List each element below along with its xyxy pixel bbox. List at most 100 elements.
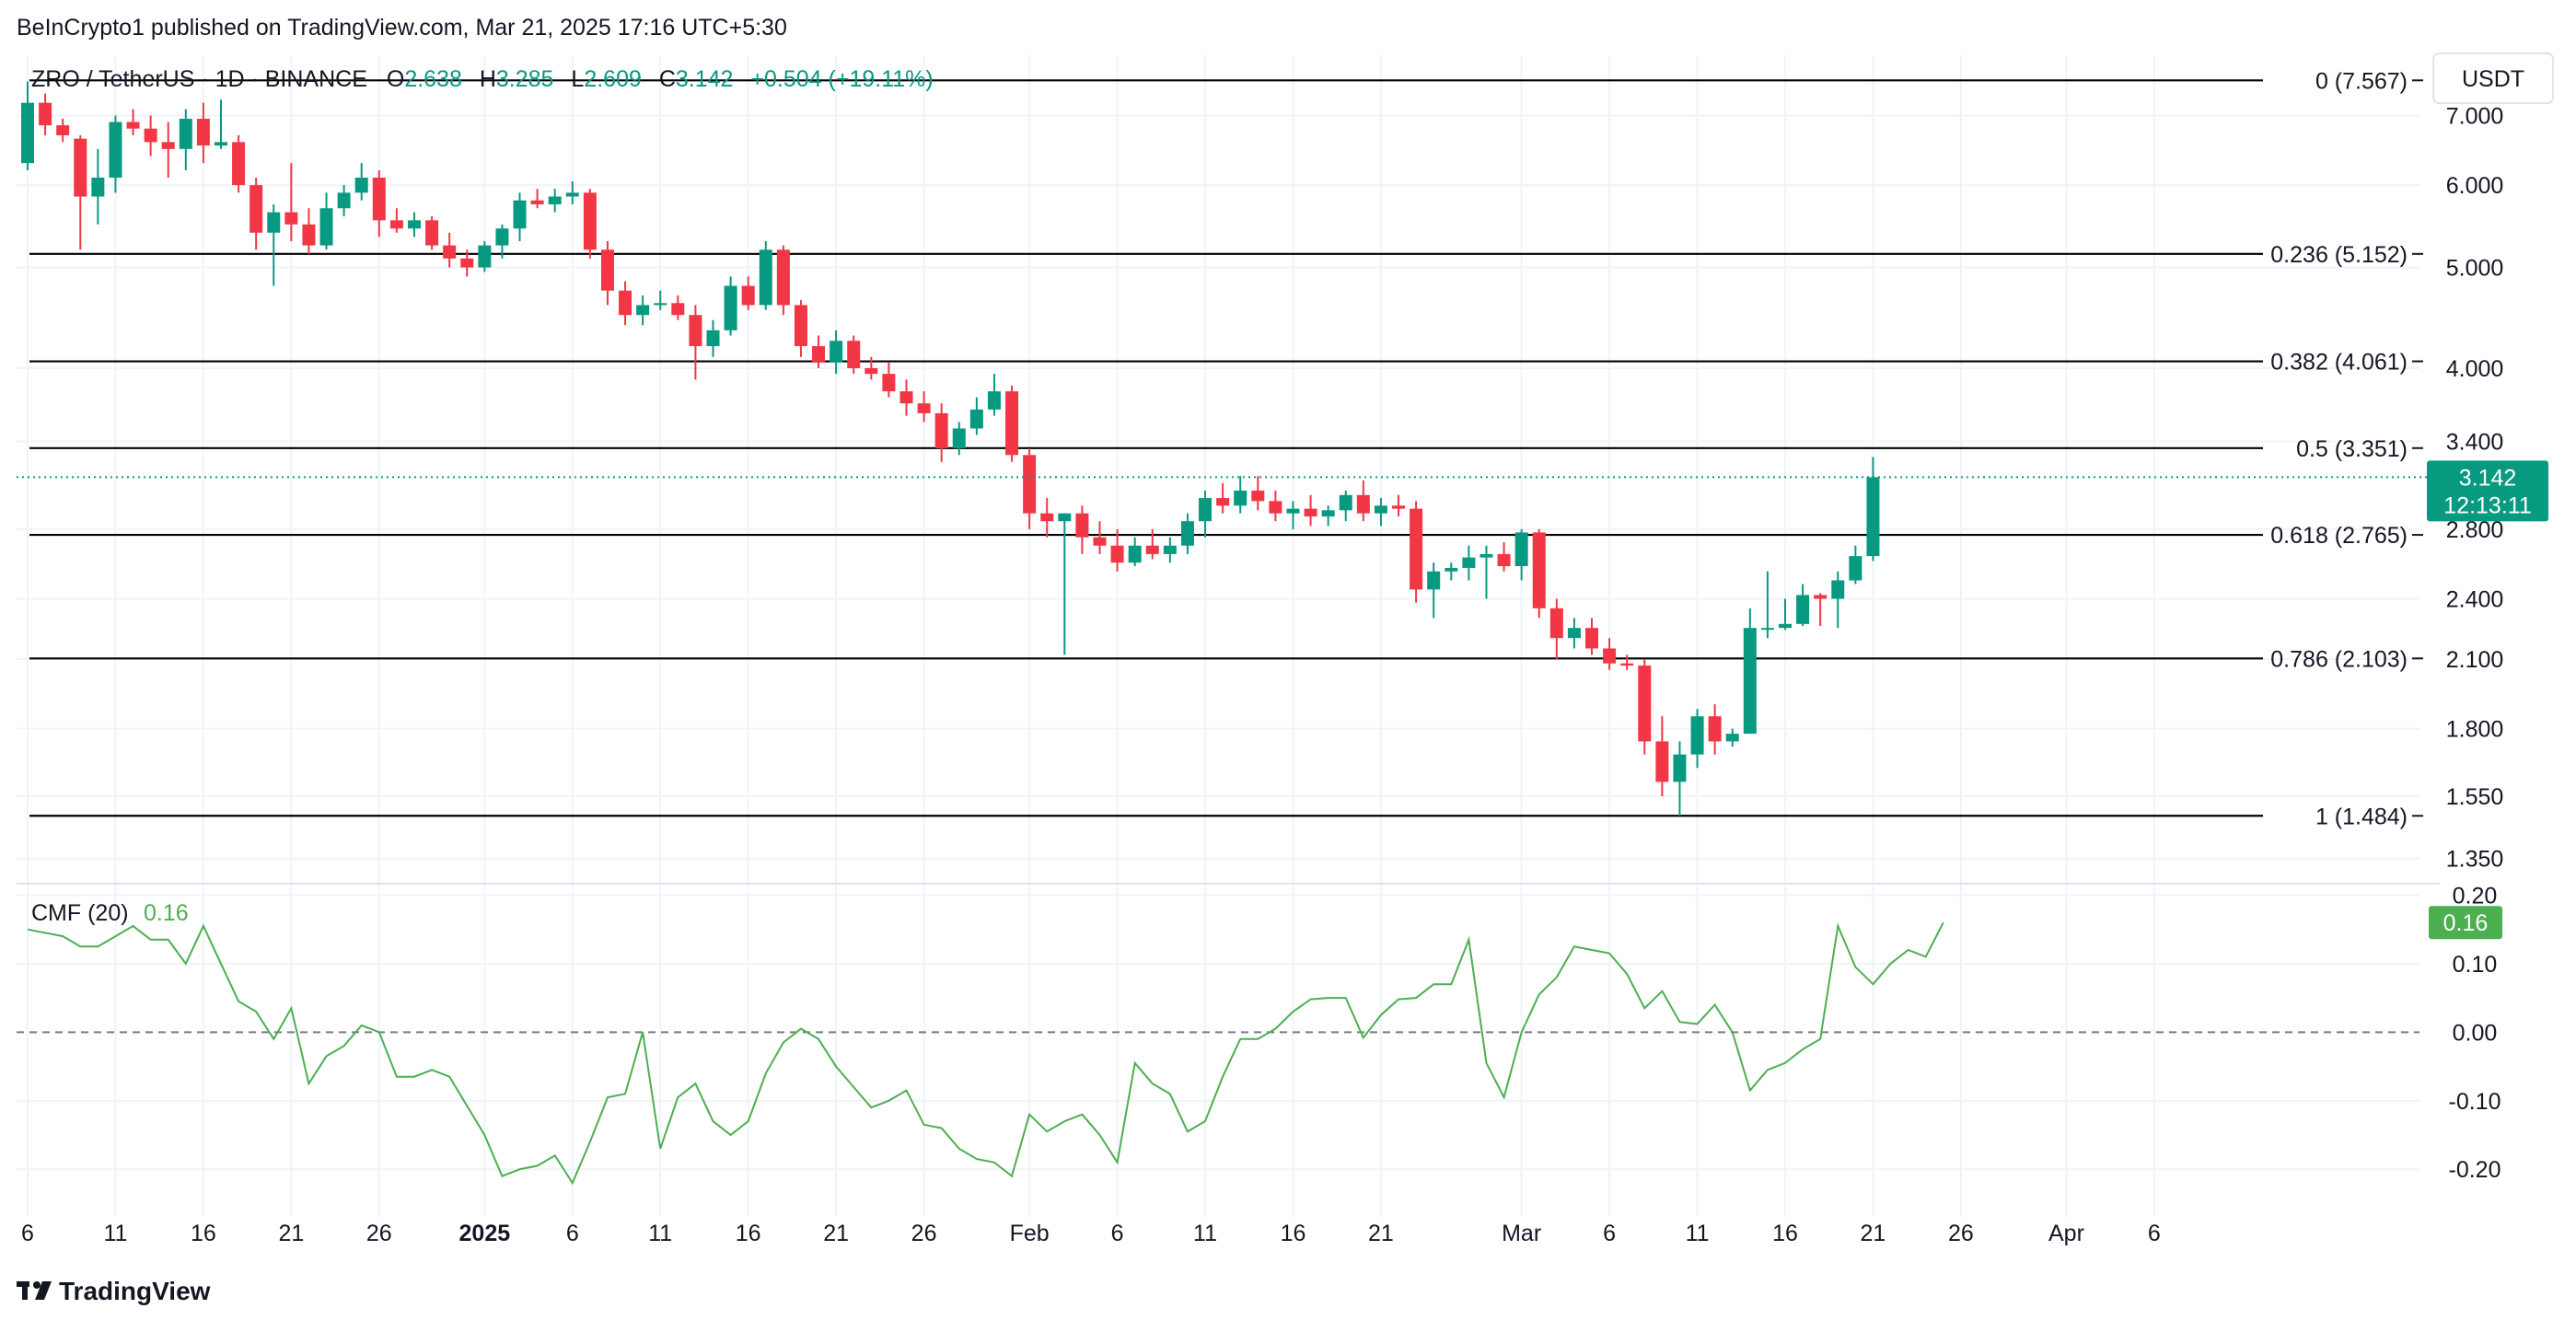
candle-body — [1497, 553, 1511, 567]
price-axis-tick: 2.800 — [2446, 517, 2504, 543]
candle-body — [1304, 508, 1317, 517]
fibonacci-levels: 0 (7.567) 0.236 (5.152) 0.382 (4.061) 0.5 (… — [29, 68, 2423, 829]
time-axis-label: 2025 — [459, 1221, 511, 1246]
candle-body — [425, 220, 439, 246]
fib-level-label: 0.5 (3.351) — [2296, 436, 2408, 462]
candle-body — [1831, 580, 1845, 599]
candle-body — [232, 142, 246, 186]
cmf-label: CMF (20) — [31, 900, 129, 926]
price-axis-tick: 3.400 — [2446, 430, 2504, 456]
candle-body — [600, 249, 614, 291]
time-axis-label: 16 — [1772, 1221, 1798, 1246]
candle-body — [1585, 628, 1599, 649]
cmf-indicator — [17, 921, 2419, 1186]
candle-body — [565, 192, 579, 197]
candle-body — [267, 212, 281, 233]
candle-body — [39, 102, 52, 126]
candle-body — [619, 290, 632, 316]
candlestick-series — [17, 81, 2427, 816]
fib-level-label: 1 (1.484) — [2315, 804, 2408, 829]
time-axis-label: 11 — [1193, 1221, 1217, 1246]
candle-body — [1075, 513, 1089, 538]
candle-body — [969, 409, 983, 429]
candle-body — [1760, 628, 1774, 631]
price-axis-tick: 1.550 — [2446, 784, 2504, 810]
candle-body — [1023, 455, 1037, 514]
close-label: C — [659, 66, 676, 92]
candle-body — [1093, 537, 1107, 546]
price-axis-tick: 1.800 — [2446, 717, 2504, 743]
candle-body — [1005, 391, 1019, 456]
candle-body — [1725, 734, 1739, 742]
time-axis-label: 21 — [823, 1221, 849, 1246]
cmf-axis-tick: -0.20 — [2449, 1157, 2501, 1183]
candle-body — [1286, 508, 1300, 514]
time-axis-label: 6 — [21, 1221, 34, 1246]
cmf-value-label: 0.16 — [2443, 910, 2489, 936]
candle-body — [1690, 716, 1704, 755]
legend-line: ZRO / TetherUS · 1D · BINANCE O2.638 H3.… — [31, 66, 934, 92]
candle-body — [1040, 513, 1054, 522]
low-label: L — [571, 66, 584, 92]
candle-body — [1251, 490, 1265, 502]
tradingview-logo[interactable]: TradingView — [17, 1277, 211, 1305]
candle-body — [1445, 567, 1458, 572]
candle-body — [1708, 716, 1722, 742]
candle-body — [1532, 532, 1546, 608]
candle-body — [1567, 628, 1581, 639]
candle-body — [91, 177, 105, 197]
change-value: +0.504 (+19.11%) — [750, 66, 933, 92]
symbol-legend: ZRO / TetherUS · 1D · BINANCE O2.638 H3.… — [31, 66, 934, 92]
currency-button-frame[interactable] — [2432, 52, 2554, 104]
time-axis-label: 6 — [2148, 1221, 2161, 1246]
candle-body — [899, 391, 913, 404]
candle-body — [389, 220, 403, 229]
candle-body — [1514, 532, 1528, 567]
cmf-value-badge — [2429, 906, 2502, 940]
candle-body — [724, 285, 737, 330]
candle-body — [987, 391, 1001, 410]
price-axis-tick: 1.350 — [2446, 847, 2504, 873]
cmf-axis-tick: 0.00 — [2453, 1020, 2498, 1046]
fib-level-label: 0.618 (2.765) — [2270, 523, 2408, 549]
candle-body — [1410, 508, 1423, 590]
time-axis-label: 6 — [566, 1221, 579, 1246]
candle-body — [794, 305, 807, 347]
candle-body — [1374, 505, 1387, 514]
currency-button[interactable]: USDT — [2432, 52, 2554, 104]
current-price-badge — [2427, 460, 2548, 522]
candle-body — [443, 245, 457, 259]
candle-body — [1321, 510, 1335, 517]
candle-body — [144, 128, 157, 143]
currency-label[interactable]: USDT — [2462, 66, 2524, 92]
cmf-legend-value: 0.16 — [144, 900, 189, 926]
axes: 6 11 16 21 26 2025 6 11 16 21 26 Feb 6 11 16 21 Mar 6 11 16… — [17, 103, 2548, 1246]
high-value: 3.285 — [496, 66, 554, 92]
candle-body — [847, 341, 861, 368]
candle-body — [1743, 628, 1757, 735]
candle-body — [1145, 545, 1159, 554]
low-value: 2.609 — [584, 66, 642, 92]
candle-body — [934, 412, 948, 448]
candle-body — [354, 177, 368, 193]
candle-body — [1269, 501, 1282, 514]
cmf-axis-tick: 0.10 — [2453, 952, 2498, 978]
candle-body — [1866, 477, 1880, 557]
candle-body — [1199, 498, 1213, 522]
candle-body — [1110, 545, 1124, 563]
candle-body — [1128, 545, 1142, 563]
time-axis-label: 16 — [1281, 1221, 1306, 1246]
time-axis-label: 21 — [278, 1221, 304, 1246]
candle-body — [214, 142, 227, 146]
candle-body — [407, 220, 421, 229]
candle-body — [689, 315, 702, 347]
time-axis-label: 11 — [1686, 1221, 1710, 1246]
footer-brand: TradingView — [59, 1277, 211, 1305]
candle-body — [319, 208, 333, 246]
price-axis-tick: 2.400 — [2446, 587, 2504, 613]
candle-body — [372, 177, 386, 221]
candle-body — [1603, 648, 1617, 664]
price-axis-tick: 7.000 — [2446, 103, 2504, 129]
